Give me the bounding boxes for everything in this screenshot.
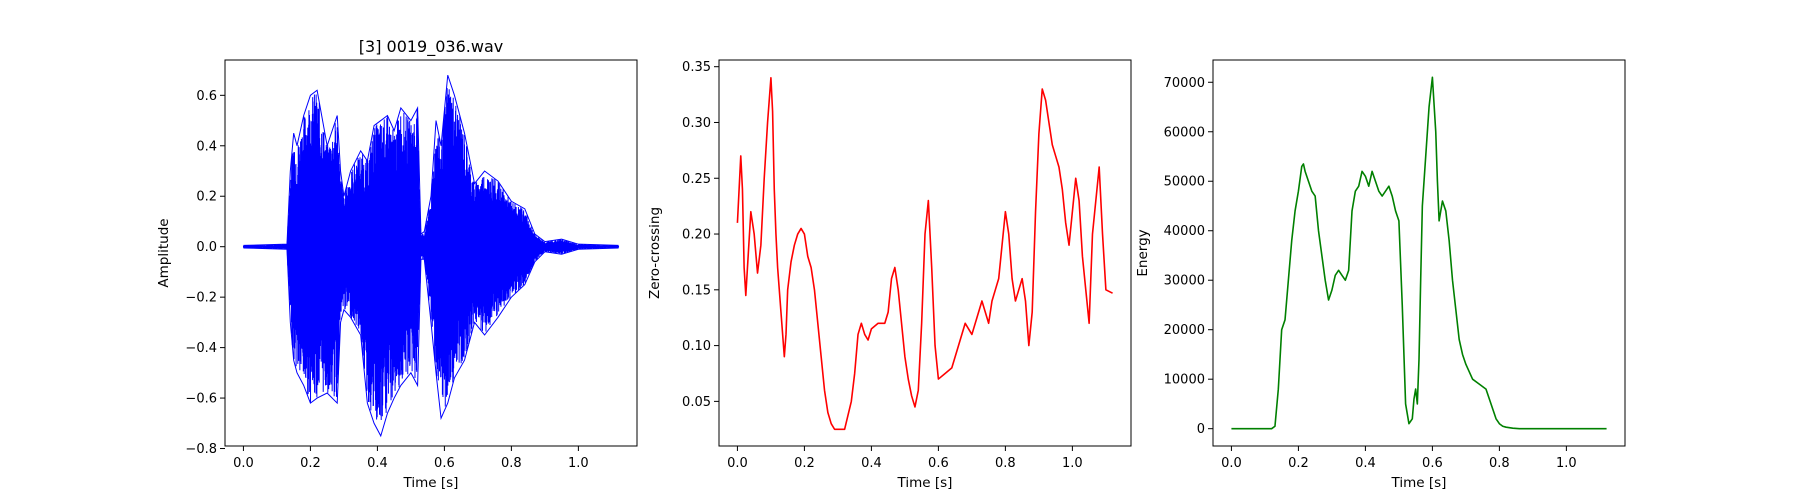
x-tick-label: 0.2	[794, 456, 815, 471]
y-tick-label: 20000	[1164, 323, 1205, 338]
y-tick-label: 30000	[1164, 274, 1205, 289]
y-tick-label: 0	[1197, 422, 1205, 437]
waveform-lower-envelope	[243, 247, 619, 438]
x-tick-label: 0.4	[861, 456, 882, 471]
y-tick-label: 0.15	[682, 283, 711, 298]
y-tick-label: 0.25	[682, 172, 711, 187]
y-tick-label: 0.30	[682, 116, 711, 131]
zero-crossing-panel: 0.0 0.2 0.4 0.6 0.8 1.0 0.05 0.10 0.15 0.20 0.25 0.…	[647, 59, 1132, 491]
x-tick-label: 1.0	[1062, 456, 1083, 471]
waveform-line	[242, 88, 620, 421]
y-tick-label: 0.0	[196, 240, 217, 255]
axes-frame	[224, 59, 638, 447]
plot-area	[736, 77, 1113, 431]
x-tick-label: 0.6	[928, 456, 949, 471]
y-tick-label: −0.4	[185, 341, 217, 356]
axes-frame	[1212, 59, 1626, 447]
y-tick-label: 50000	[1164, 175, 1205, 190]
x-tick-label: 0.4	[1355, 456, 1376, 471]
x-tick-label: 0.0	[233, 456, 254, 471]
y-tick-label: −0.6	[185, 392, 217, 407]
y-tick-label: 0.10	[682, 339, 711, 354]
y-axis-label: Zero-crossing	[647, 207, 663, 299]
x-tick-label: 0.8	[1489, 456, 1510, 471]
axes-frame	[718, 59, 1132, 447]
y-tick-label: −0.2	[185, 291, 217, 306]
y-tick-label: 40000	[1164, 224, 1205, 239]
x-axis-label: Time [s]	[897, 475, 953, 491]
chart-title: [3] 0019_036.wav	[359, 37, 503, 57]
x-tick-label: 0.2	[300, 456, 321, 471]
x-tick-label: 1.0	[1556, 456, 1577, 471]
y-axis-label: Amplitude	[156, 218, 172, 287]
plot-area	[242, 74, 620, 438]
x-tick-label: 0.0	[727, 456, 748, 471]
y-tick-label: 10000	[1164, 373, 1205, 388]
y-tick-label: 0.2	[196, 190, 217, 205]
y-tick-label: 70000	[1164, 76, 1205, 91]
waveform-upper-envelope	[243, 74, 619, 246]
y-axis-label: Energy	[1135, 229, 1151, 276]
x-tick-label: 0.8	[501, 456, 522, 471]
x-tick-label: 0.4	[367, 456, 388, 471]
x-tick-label: 0.0	[1221, 456, 1242, 471]
y-tick-label: 0.6	[196, 89, 217, 104]
x-axis-label: Time [s]	[1391, 475, 1447, 491]
x-tick-label: 0.8	[995, 456, 1016, 471]
y-tick-label: −0.8	[185, 442, 217, 457]
x-tick-label: 0.6	[434, 456, 455, 471]
x-tick-label: 0.6	[1422, 456, 1443, 471]
y-tick-label: 0.4	[196, 139, 217, 154]
y-tick-label: 0.20	[682, 228, 711, 243]
y-tick-label: 0.35	[682, 60, 711, 75]
y-tick-label: 0.05	[682, 395, 711, 410]
series-line	[1231, 76, 1607, 430]
x-tick-label: 0.2	[1288, 456, 1309, 471]
x-axis-label: Time [s]	[403, 475, 459, 491]
x-tick-label: 1.0	[568, 456, 589, 471]
plot-area	[1231, 76, 1607, 430]
y-tick-label: 60000	[1164, 125, 1205, 140]
series-line	[736, 77, 1113, 431]
energy-panel: 0.0 0.2 0.4 0.6 0.8 1.0 0 10000 20000 30000 40000 5…	[1135, 59, 1626, 491]
waveform-panel: 0.0 0.2 0.4 0.6 0.8 1.0 −0.8 −0.6 −0.4 −0.2 0.0 0.2…	[156, 37, 638, 491]
